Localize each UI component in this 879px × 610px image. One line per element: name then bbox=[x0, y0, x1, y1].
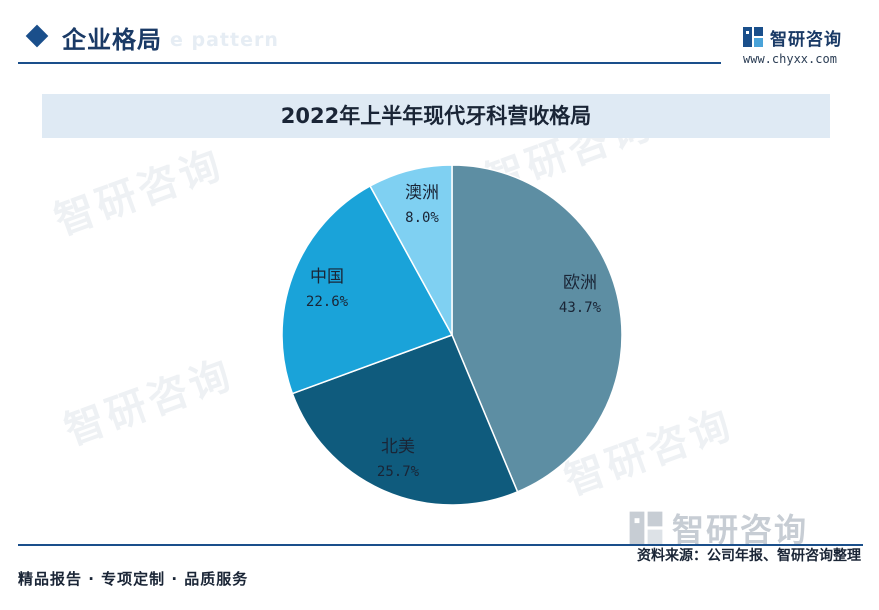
brand-logo-icon bbox=[743, 27, 763, 47]
section-subtitle: e pattern bbox=[170, 29, 279, 51]
footer-divider bbox=[18, 544, 863, 546]
pie-slice-4 bbox=[369, 164, 453, 336]
brand-url: www.chyxx.com bbox=[743, 52, 837, 66]
brand: 智研咨询 bbox=[742, 24, 842, 50]
bottom-watermark: 智研咨询 bbox=[628, 505, 808, 551]
section-title: 企业格局 bbox=[62, 26, 162, 54]
slice-label: 澳洲 bbox=[405, 183, 439, 203]
slice-label: 中国 bbox=[310, 267, 344, 287]
pie-slice-3 bbox=[281, 185, 454, 395]
watermark-logo-icon bbox=[629, 511, 663, 545]
pie-slice-2 bbox=[291, 334, 519, 506]
slice-label: 北美 bbox=[381, 437, 415, 457]
chart-title-band: 2022年上半年现代牙科营收格局 bbox=[42, 94, 830, 138]
header-divider bbox=[18, 62, 721, 64]
slice-label: 欧洲 bbox=[563, 273, 597, 293]
brand-name: 智研咨询 bbox=[770, 29, 842, 50]
footer-tagline: 精品报告 · 专项定制 · 品质服务 bbox=[18, 570, 249, 588]
watermark-brand: 智研咨询 bbox=[672, 511, 809, 549]
slice-value-label: 8.0% bbox=[405, 210, 439, 226]
chart-title: 2022年上半年现代牙科营收格局 bbox=[280, 104, 592, 128]
pie-slice-1 bbox=[451, 164, 623, 493]
slice-value-label: 25.7% bbox=[377, 464, 420, 480]
data-source: 资料来源：公司年报、智研咨询整理 bbox=[637, 548, 861, 564]
header: e pattern 企业格局 智研咨询 www.chyxx.com bbox=[0, 0, 879, 70]
slice-value-label: 43.7% bbox=[559, 300, 602, 316]
slice-value-label: 22.6% bbox=[306, 294, 349, 310]
